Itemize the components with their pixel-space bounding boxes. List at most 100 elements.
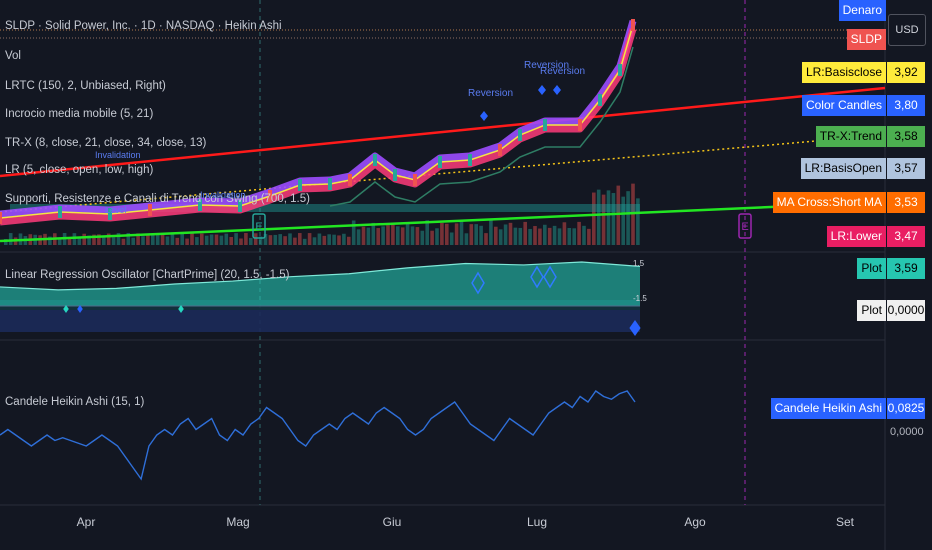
volume-bar <box>366 227 371 245</box>
lrtc-mid-line <box>0 134 886 213</box>
volume-bar <box>611 193 616 245</box>
currency-button[interactable]: USD <box>888 14 926 46</box>
price-line <box>0 24 634 219</box>
osc-level-label: -1.5 <box>633 294 647 303</box>
heikin-ashi-legend[interactable]: Candele Heikin Ashi (15, 1) <box>5 396 145 408</box>
candle <box>468 154 472 166</box>
candle <box>598 94 602 106</box>
price-tag-2-value: 3,92 <box>887 62 925 83</box>
support-channel <box>10 204 640 212</box>
price-tag-5-label: LR:BasisOpen <box>800 158 886 179</box>
volume-bar <box>214 234 219 245</box>
candle <box>393 169 397 181</box>
volume-bar <box>567 227 572 245</box>
volume-bar <box>435 228 439 245</box>
volume-bar <box>165 236 170 245</box>
volume-bar <box>160 233 165 245</box>
volume-bar <box>508 222 513 245</box>
volume-bar <box>464 233 469 245</box>
volume-bar <box>376 228 380 245</box>
x-label-apr: Apr <box>76 515 96 529</box>
osc-tag-1-value: 0,0000 <box>887 300 925 321</box>
volume-bar <box>616 185 621 245</box>
volume-bar <box>131 237 135 245</box>
signal-label: Reversion <box>540 66 586 77</box>
osc-small-diamond <box>629 320 641 336</box>
volume-bar <box>253 233 258 245</box>
volume-bar <box>209 234 214 245</box>
volume-bar <box>601 194 606 245</box>
volume-bar <box>489 219 493 245</box>
candle <box>58 206 62 218</box>
price-ribbon-upper <box>0 20 637 218</box>
volume-bar <box>126 233 131 245</box>
support-resistance-legend[interactable]: Supporti, Resistenze e Canali di Trend c… <box>5 193 310 205</box>
signal-label: Reversion <box>524 60 570 71</box>
volume-bar <box>136 233 140 245</box>
volume-bar <box>371 222 376 245</box>
volume-bar <box>440 222 444 245</box>
volume-bar <box>498 229 503 245</box>
volume-bar <box>312 237 317 245</box>
price-tag-3-label: Color Candles <box>801 95 886 116</box>
volume-bar <box>87 235 91 245</box>
volume-bar <box>8 233 13 245</box>
volume-bar <box>72 233 77 245</box>
volume-bar <box>577 221 581 245</box>
ma-cross-legend[interactable]: Incrocio media mobile (5, 21) <box>5 108 154 120</box>
volume-bar <box>141 236 145 245</box>
volume-bar <box>278 234 282 245</box>
volume-bar <box>283 236 287 245</box>
volume-bar <box>317 233 322 245</box>
volume-bar <box>587 228 591 245</box>
price-tag-0-label: Denaro <box>838 0 886 21</box>
event-marker-label: E <box>741 221 748 233</box>
volume-bar <box>293 237 297 245</box>
price-tag-3-value: 3,80 <box>887 95 925 116</box>
volume-bar <box>459 220 464 245</box>
price-tag-6-value: 3,53 <box>887 192 925 213</box>
osc-small-diamond <box>63 305 69 313</box>
ma-long-line <box>329 46 634 207</box>
volume-bar <box>503 224 508 245</box>
volume-bar <box>596 189 601 245</box>
volume-bar <box>92 234 96 245</box>
candle <box>298 179 302 191</box>
signal-label: Invalidation <box>95 150 141 160</box>
volume-bar <box>562 222 567 245</box>
volume-bar <box>454 223 459 245</box>
volume-bar <box>636 198 640 245</box>
volume-bar <box>239 238 243 245</box>
lr-legend[interactable]: LR (5, close, open, low, high) <box>5 164 154 176</box>
candle <box>518 129 522 141</box>
price-tag-4-value: 3,58 <box>887 126 925 147</box>
oscillator-line <box>0 261 641 291</box>
ha-tag-label: Candele Heikin Ashi <box>770 398 886 419</box>
volume-bar <box>351 220 356 245</box>
event-marker <box>252 213 266 239</box>
volume-legend[interactable]: Vol <box>5 50 21 62</box>
volume-bar <box>430 230 434 245</box>
volume-bar <box>190 233 194 245</box>
trx-legend[interactable]: TR-X (8, close, 21, close, 34, close, 13… <box>5 137 207 149</box>
volume-bar <box>249 237 253 245</box>
x-label-ago: Ago <box>684 515 706 529</box>
volume-bar <box>479 225 483 245</box>
symbol-legend[interactable]: SLDP · Solid Power, Inc. · 1D · NASDAQ ·… <box>5 20 282 32</box>
volume-bar <box>337 235 341 245</box>
volume-bar <box>121 238 126 245</box>
oscillator-legend[interactable]: Linear Regression Oscillator [ChartPrime… <box>5 269 290 281</box>
volume-bar <box>302 238 307 245</box>
oscillator-area <box>0 262 640 306</box>
reversion-marker <box>538 85 546 95</box>
candle <box>148 204 152 216</box>
volume-bar <box>361 226 366 245</box>
volume-bar <box>420 230 425 245</box>
volume-bar <box>307 233 312 245</box>
ha-tag-value: 0,0825 <box>887 398 925 419</box>
lrtc-legend[interactable]: LRTC (150, 2, Unbiased, Right) <box>5 80 166 92</box>
price-tag-1-label: SLDP <box>846 29 886 50</box>
candle <box>413 174 417 186</box>
volume-bar <box>621 196 625 245</box>
